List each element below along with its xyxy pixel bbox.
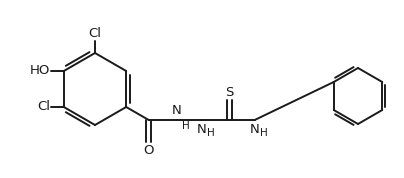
Text: N: N [250, 123, 259, 136]
Text: H: H [260, 128, 267, 138]
Text: H: H [182, 121, 189, 131]
Text: Cl: Cl [37, 101, 50, 114]
Text: Cl: Cl [88, 27, 101, 40]
Text: S: S [225, 86, 234, 99]
Text: N: N [172, 104, 181, 117]
Text: O: O [143, 144, 154, 157]
Text: HO: HO [29, 64, 50, 77]
Text: H: H [207, 128, 215, 138]
Text: N: N [197, 123, 206, 136]
